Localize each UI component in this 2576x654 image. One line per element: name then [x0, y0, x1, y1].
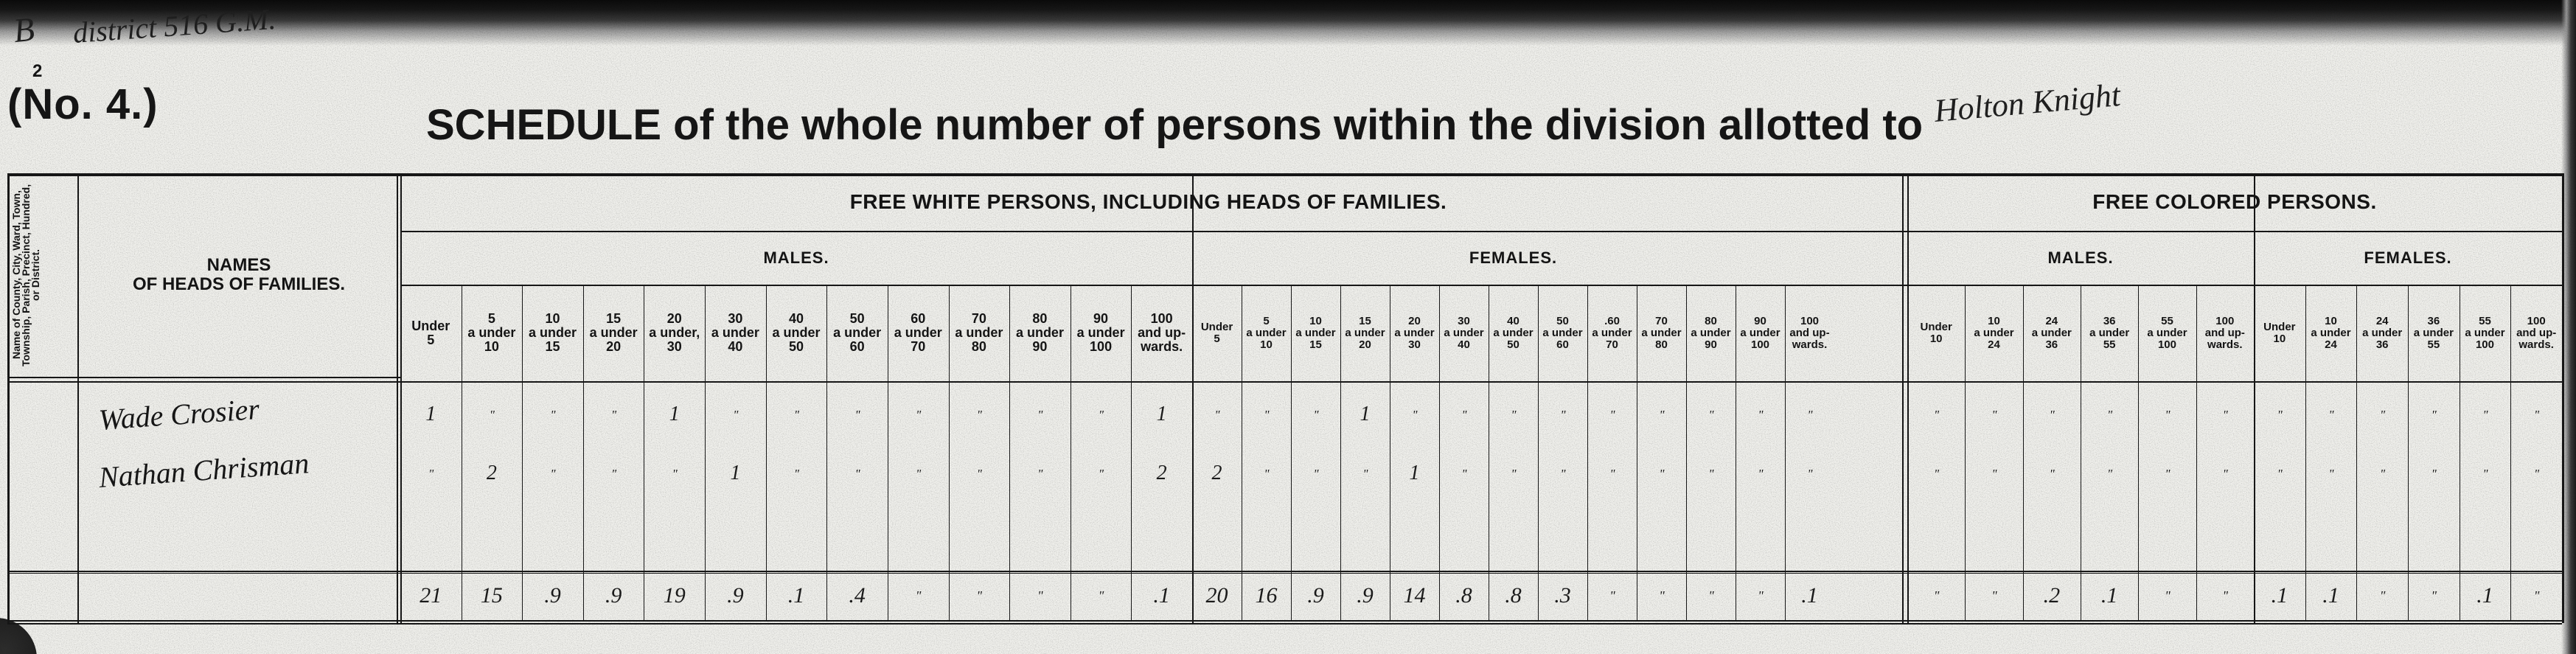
svg-text:Holton Knight: Holton Knight — [1932, 77, 2123, 129]
svg-text:Wade Crosier: Wade Crosier — [97, 394, 260, 436]
svg-text:Nathan Chrisman: Nathan Chrisman — [97, 452, 310, 494]
svg-text:B: B — [12, 10, 36, 49]
svg-text:district 516 G.M.: district 516 G.M. — [72, 2, 276, 49]
